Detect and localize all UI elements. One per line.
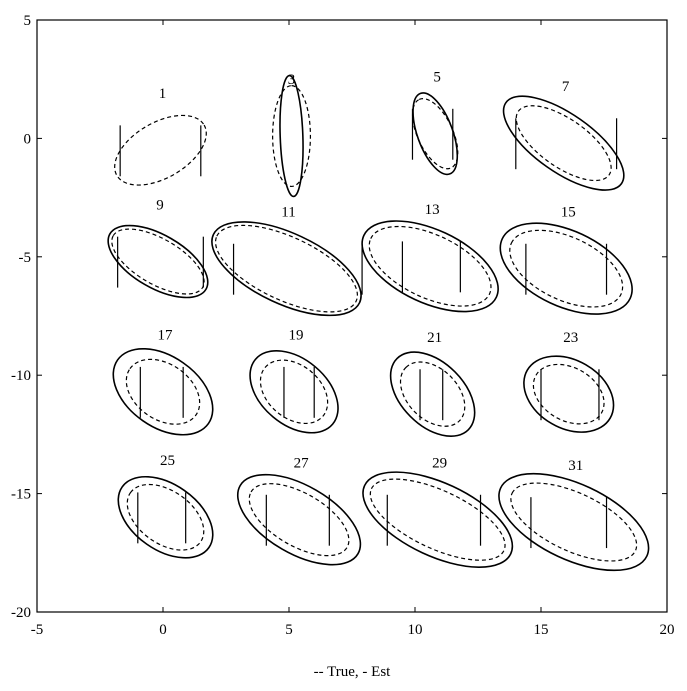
est-ellipse (259, 359, 329, 425)
ellipse-group-29: 29 (362, 456, 514, 568)
true-ellipse (117, 475, 214, 559)
ellipse-label: 27 (294, 456, 310, 472)
ellipse-group-5: 5 (411, 70, 459, 176)
true-ellipse (107, 224, 209, 299)
ellipse-label: 3 (288, 72, 296, 88)
ellipse-group-25: 25 (117, 453, 214, 559)
est-ellipse (214, 224, 358, 313)
ellipse-group-17: 17 (112, 328, 214, 436)
y-tick-label: -5 (19, 250, 32, 266)
x-tick-label: 15 (534, 622, 549, 638)
y-tick-label: 5 (24, 13, 32, 29)
ellipse-label: 17 (158, 328, 174, 344)
y-tick-label: 0 (24, 131, 32, 147)
est-ellipse (368, 225, 492, 307)
ellipse-label: 7 (562, 79, 570, 95)
ellipse-label: 31 (568, 458, 583, 474)
ellipse-label: 9 (156, 197, 164, 213)
x-tick-label: 5 (285, 622, 293, 638)
x-axis-label: -- True, - Est (314, 664, 392, 680)
ellipse-group-15: 15 (499, 205, 633, 315)
ellipse-label: 5 (433, 70, 441, 86)
ellipse-label: 11 (281, 205, 295, 221)
true-ellipse (211, 221, 362, 317)
est-ellipse (248, 483, 350, 557)
true-ellipse (498, 472, 650, 572)
est-ellipse (509, 229, 624, 308)
ellipse-group-19: 19 (249, 328, 339, 434)
true-ellipse (362, 471, 514, 568)
ellipse-label: 25 (160, 453, 175, 469)
ellipse-group-23: 23 (523, 330, 615, 433)
ellipse-group-21: 21 (389, 330, 476, 437)
true-ellipse (361, 220, 499, 313)
est-ellipse (369, 478, 506, 561)
est-ellipse (111, 228, 205, 295)
true-ellipse (523, 355, 615, 433)
ellipse-group-9: 9 (107, 197, 209, 299)
ellipse-group-31: 31 (498, 458, 650, 572)
est-ellipse (515, 105, 612, 182)
est-ellipse (114, 114, 207, 186)
est-ellipse (510, 482, 638, 562)
ellipse-group-3: 3 (272, 72, 312, 198)
ellipse-label: 1 (159, 86, 167, 102)
x-tick-label: 20 (660, 622, 675, 638)
ellipse-group-11: 11 (211, 205, 363, 317)
ellipse-group-13: 13 (361, 202, 499, 313)
true-ellipse (249, 349, 339, 434)
ellipse-group-1: 1 (114, 86, 207, 186)
est-ellipse (272, 85, 312, 188)
true-ellipse (499, 222, 633, 315)
ellipse-label: 19 (289, 328, 304, 344)
est-ellipse (532, 363, 605, 425)
ellipse-label: 15 (561, 205, 576, 221)
y-tick-label: -15 (11, 487, 31, 503)
plot-frame (36, 19, 668, 613)
est-ellipse (411, 98, 459, 170)
x-tick-label: 0 (159, 622, 167, 638)
ellipse-label: 13 (425, 202, 440, 218)
ellipse-group-7: 7 (502, 79, 625, 191)
true-ellipse (112, 348, 214, 436)
est-ellipse (125, 358, 201, 425)
true-ellipse (279, 74, 304, 198)
true-ellipse (502, 95, 625, 191)
y-tick-label: -10 (11, 368, 31, 384)
true-ellipse (412, 92, 459, 176)
true-ellipse (236, 473, 362, 566)
ellipse-label: 29 (432, 456, 447, 472)
x-tick-label: 10 (408, 622, 423, 638)
ellipse-label: 21 (427, 330, 442, 346)
ellipse-label: 23 (563, 330, 578, 346)
true-ellipse (389, 351, 476, 437)
ellipse-group-27: 27 (236, 456, 362, 566)
x-tick-label: -5 (31, 622, 44, 638)
y-tick-label: -20 (11, 605, 31, 621)
est-ellipse (126, 483, 205, 551)
est-ellipse (399, 361, 466, 427)
